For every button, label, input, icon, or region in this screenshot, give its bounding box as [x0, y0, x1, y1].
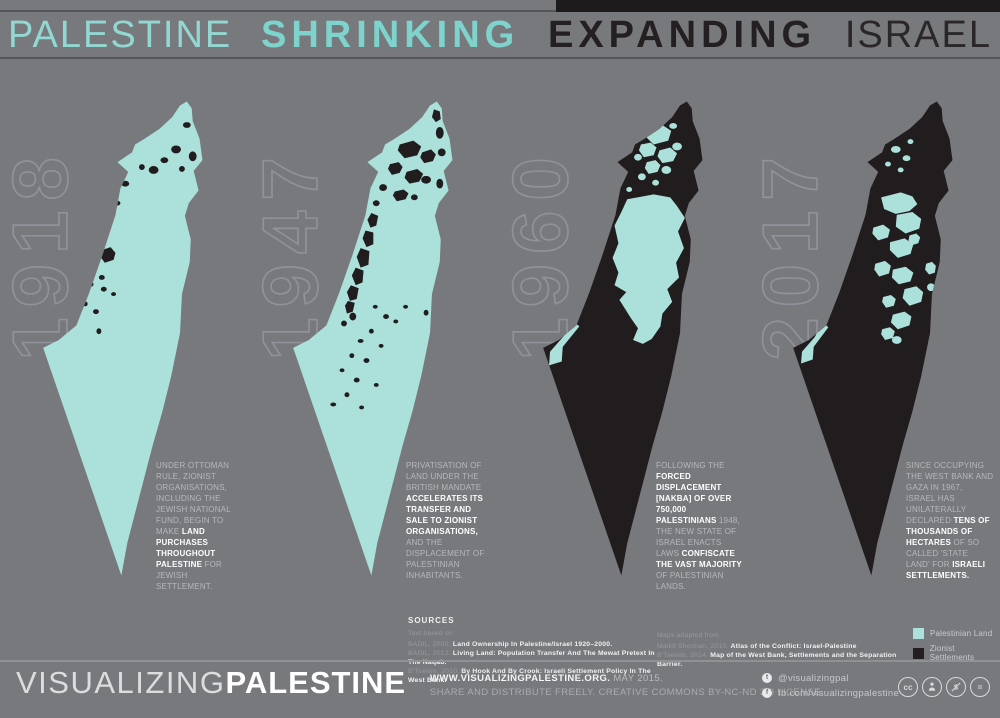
maps-adapted-block: Maps adapted from Malkit Shoshan, 2010. …: [657, 631, 897, 669]
blurb-1960: FOLLOWING THE FORCED DISPLACEMENT [NAKBA…: [656, 461, 742, 591]
source-line: BADIL, 2000. Land Ownership In Palestine…: [408, 641, 613, 648]
sources-block: SOURCES Text based on BADIL, 2000. Land …: [408, 616, 658, 685]
page-title: PALESTINE SHRINKING EXPANDING ISRAEL: [8, 14, 992, 56]
title-palestine: PALESTINE: [8, 14, 233, 56]
legend-label: Palestinian Land: [930, 629, 993, 638]
facebook-handle: fb.com/visualizingpalestine: [778, 687, 900, 699]
source-line: B'Tselem, 2010. By Hook And By Crook: Is…: [408, 668, 651, 684]
legend: Palestinian Land Zionist Settlements: [913, 628, 1000, 667]
panel-1960: 1960 FOLLOWING THE FORCED DISPLACEMENT […: [495, 62, 750, 618]
twitter-icon: t: [762, 673, 772, 683]
panel-2017: 2017: [745, 62, 1000, 618]
facebook-row: f fb.com/visualizingpalestine: [762, 686, 899, 700]
logo-light-part: VISUALIZING: [16, 665, 226, 700]
sources-heading: SOURCES: [408, 616, 455, 625]
social-links: t @visualizingpal f fb.com/visualizingpa…: [762, 671, 899, 701]
title-underline: [0, 57, 1000, 59]
palestinian-land-1960: [549, 123, 685, 366]
map-1918: [43, 101, 203, 576]
blurb-1918: UNDER OTTOMAN RULE, ZIONIST ORGANISATION…: [156, 461, 231, 591]
footer-info: WWW.VISUALIZINGPALESTINE.ORG. MAY 2015. …: [430, 672, 824, 700]
map-1947: [293, 101, 453, 576]
maps-adapted-line: Malkit Shoshan, 2010. Atlas of the Confl…: [657, 643, 857, 650]
dark-swatch: [913, 647, 924, 659]
visualizing-palestine-logo: VISUALIZINGPALESTINE: [16, 665, 406, 701]
header-rule: [0, 10, 1000, 12]
title-israel: ISRAEL: [844, 14, 992, 56]
facebook-icon: f: [762, 688, 772, 698]
panel-1947: 1947: [245, 62, 500, 618]
twitter-row: t @visualizingpal: [762, 671, 899, 685]
legend-item-zionist-settlements: Zionist Settlements: [913, 644, 1000, 662]
map-2017: [793, 101, 953, 576]
panel-1918: 1918 UNDER OTTOMAN RULE, ZIONIST ORGANIS…: [0, 62, 250, 618]
twitter-handle: @visualizingpal: [778, 672, 849, 684]
title-expanding: EXPANDING: [547, 14, 817, 56]
zionist-settlement-spots-1947: [330, 109, 446, 410]
creative-commons-icons: cc $ =: [898, 677, 990, 697]
blurb-2017: SINCE OCCUPYING THE WEST BANK AND GAZA I…: [906, 461, 994, 580]
cc-by-icon: [922, 677, 942, 697]
legend-item-palestinian-land: Palestinian Land: [913, 628, 1000, 639]
maps-adapted-intro: Maps adapted from: [657, 632, 719, 639]
title-shrinking: SHRINKING: [261, 14, 520, 56]
sources-intro: Text based on: [408, 630, 453, 637]
footer-top-rule: [0, 660, 1000, 662]
maps-adapted-line: B'Tselem, 2014. Map of the West Bank, Se…: [657, 652, 897, 668]
legend-label: Zionist Settlements: [929, 644, 975, 662]
website-url: WWW.VISUALIZINGPALESTINE.ORG.: [430, 673, 611, 684]
blurb-1947: PRIVATISATION OF LAND UNDER THE BRITISH …: [406, 461, 485, 580]
source-line: BADIL, 2012. Living Land: Population Tra…: [408, 650, 655, 666]
logo-bold-part: PALESTINE: [225, 665, 407, 700]
teal-swatch: [913, 628, 924, 639]
cc-nd-icon: =: [970, 677, 990, 697]
header-black-bar: [556, 0, 1000, 12]
publish-date: MAY 2015.: [610, 673, 664, 684]
palestinian-land-2017: [801, 139, 936, 364]
cc-nc-icon: $: [946, 677, 966, 697]
license-text: SHARE AND DISTRIBUTE FREELY. CREATIVE CO…: [430, 687, 824, 698]
map-1960: [543, 101, 703, 576]
cc-icon: cc: [898, 677, 918, 697]
